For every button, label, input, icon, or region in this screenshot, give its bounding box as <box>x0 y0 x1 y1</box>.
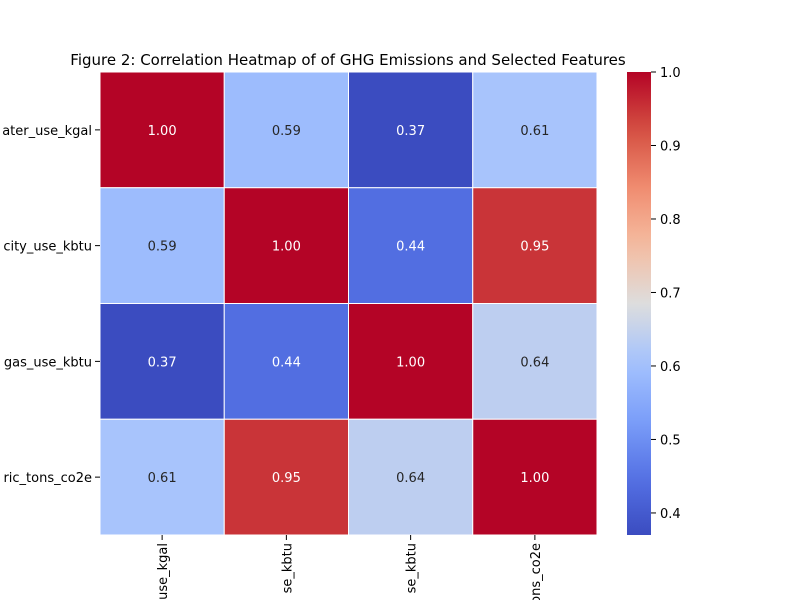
cell-value-label: 0.44 <box>272 355 301 370</box>
cell-value-label: 0.59 <box>272 124 301 139</box>
colorbar-tick-label: 0.6 <box>660 360 681 375</box>
cell-value-label: 0.37 <box>148 355 177 370</box>
cell-value-label: 1.00 <box>396 355 425 370</box>
column-tick-label: ons_co2e <box>529 543 544 600</box>
heatmap-cell <box>99 71 225 189</box>
colorbar: 0.4 0.5 0.6 0.7 0.8 0.9 1.0 <box>627 66 681 535</box>
cell-value-label: 0.64 <box>520 355 549 370</box>
heatmap-cell <box>472 303 598 420</box>
colorbar-tick-label: 0.8 <box>660 213 681 228</box>
colorbar-tick-label: 1.0 <box>660 66 681 81</box>
colorbar-tick-label: 0.9 <box>660 139 681 154</box>
heatmap-cell <box>223 303 349 420</box>
cell-value-label: 0.59 <box>148 240 177 255</box>
heatmap-cell <box>348 418 474 536</box>
row-tick-labels: ater_use_kgal city_use_kbtu gas_use_kbturi… <box>2 124 100 486</box>
colorbar-tick-label: 0.4 <box>660 507 681 522</box>
heatmap-cell <box>472 187 598 304</box>
heatmap-cell <box>472 71 598 189</box>
column-tick-label: se_kbtu <box>280 543 295 593</box>
cell-value-label: 1.00 <box>520 471 549 486</box>
colorbar-gradient <box>627 72 651 535</box>
heatmap-cell <box>99 187 225 304</box>
column-tick-labels: use_kgal se_kbtu se_kbtu ons_co2e <box>156 535 544 600</box>
heatmap-cell <box>223 71 349 189</box>
column-tick-label: se_kbtu <box>405 543 420 593</box>
heatmap-cell <box>223 418 349 536</box>
column-tick-label: use_kgal <box>156 543 171 600</box>
heatmap-cell <box>99 418 225 536</box>
colorbar-tick-label: 0.7 <box>660 286 681 301</box>
cell-value-label: 0.61 <box>520 124 549 139</box>
row-tick-label: gas_use_kbtu <box>4 355 92 370</box>
row-tick-label: city_use_kbtu <box>3 240 92 255</box>
cell-value-label: 0.61 <box>148 471 177 486</box>
cell-value-label: 0.44 <box>396 240 425 255</box>
cell-value-label: 0.37 <box>396 124 425 139</box>
row-tick-label: ater_use_kgal <box>2 124 92 139</box>
heatmap-cell <box>223 187 349 304</box>
cell-value-label: 0.95 <box>272 471 301 486</box>
heatmap-cell <box>472 418 598 536</box>
cell-value-label: 1.00 <box>272 240 301 255</box>
cell-value-label: 0.95 <box>520 240 549 255</box>
heatmap-cells: 1.00 0.59 0.37 0.61 0.59 1.00 0.44 0.95 0.37 0.44… <box>99 71 598 536</box>
cell-value-label: 1.00 <box>148 124 177 139</box>
cell-value-label: 0.64 <box>396 471 425 486</box>
colorbar-tick-label: 0.5 <box>660 433 681 448</box>
row-tick-label: ric_tons_co2e <box>3 471 92 486</box>
heatmap-cell <box>348 71 474 189</box>
chart-title: Figure 2: Correlation Heatmap of of GHG … <box>70 51 626 69</box>
